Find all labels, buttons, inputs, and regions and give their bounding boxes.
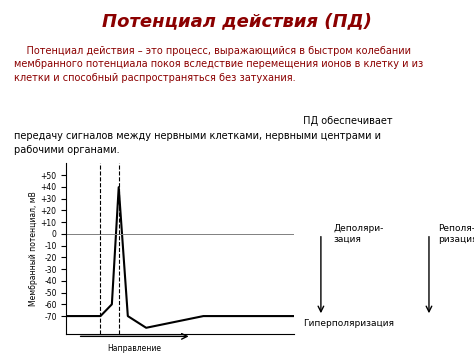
Text: Направление
распространения
импульса: Направление распространения импульса [99,344,170,355]
Y-axis label: Мембранный потенциал, мВ: Мембранный потенциал, мВ [29,191,38,306]
Text: Потенциал действия – это процесс, выражающийся в быстром колебании
мембранного п: Потенциал действия – это процесс, выража… [14,46,423,83]
Text: Гиперполяризация: Гиперполяризация [303,319,394,328]
Text: Потенциал действия (ПД): Потенциал действия (ПД) [102,12,372,30]
Text: Реполя-
ризация: Реполя- ризация [438,224,474,244]
Text: ПД обеспечивает: ПД обеспечивает [300,116,392,126]
Text: Деполяри-
зация: Деполяри- зация [334,224,384,244]
Text: передачу сигналов между нервными клетками, нервными центрами и
рабочими органами: передачу сигналов между нервными клеткам… [14,131,381,154]
